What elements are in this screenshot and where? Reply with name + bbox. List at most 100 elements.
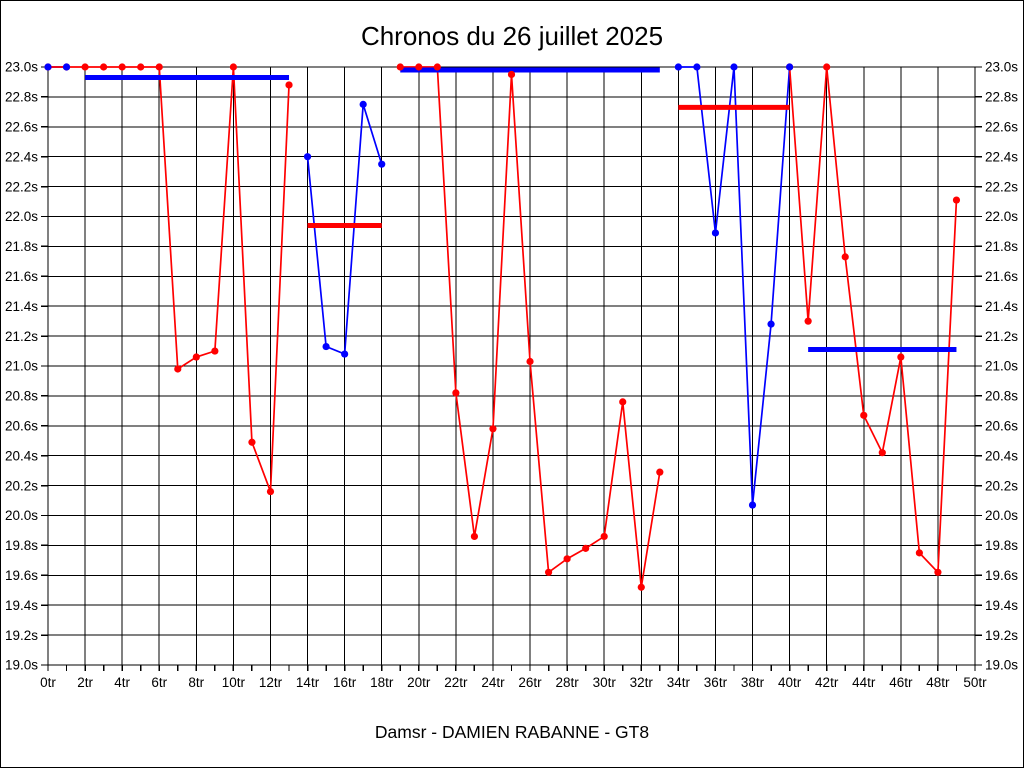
y-axis-tick-label-right: 23.0s <box>985 60 1018 75</box>
x-axis-tick-label: 26tr <box>518 675 542 690</box>
y-axis-tick-label-right: 21.4s <box>985 299 1018 314</box>
red-driver-laps-lap-marker <box>81 63 89 71</box>
x-axis-tick-label: 50tr <box>963 675 987 690</box>
blue-driver-laps-lap-marker <box>748 501 757 509</box>
x-axis-tick-label: 0tr <box>40 675 56 690</box>
x-axis-tick-label: 8tr <box>188 675 204 690</box>
y-axis-tick-label-left: 21.6s <box>5 269 38 284</box>
red-driver-laps-lap-marker <box>100 63 108 71</box>
red-driver-laps-lap-marker <box>563 555 571 563</box>
red-driver-laps-lap-marker <box>229 63 237 71</box>
red-driver-laps-lap-marker <box>452 389 460 397</box>
x-axis-tick-label: 18tr <box>370 675 394 690</box>
y-axis-tick-label-left: 22.8s <box>5 90 38 105</box>
x-axis-tick-label: 42tr <box>815 675 839 690</box>
y-axis-tick-label-right: 20.8s <box>985 389 1018 404</box>
y-axis-tick-label-left: 19.0s <box>5 658 38 673</box>
y-axis-tick-label-right: 19.0s <box>985 658 1018 673</box>
red-driver-laps-lap-marker <box>619 398 627 406</box>
x-axis-tick-label: 28tr <box>555 675 579 690</box>
red-driver-laps-lap-marker <box>192 353 200 361</box>
y-axis-tick-label-right: 21.8s <box>985 239 1018 254</box>
x-axis-tick-label: 24tr <box>481 675 505 690</box>
blue-driver-laps-lap-marker <box>674 63 682 71</box>
x-axis-tick-label: 10tr <box>222 675 246 690</box>
x-axis-tick-label: 6tr <box>151 675 167 690</box>
x-axis-tick-label: 32tr <box>630 675 654 690</box>
y-axis-tick-label-right: 22.6s <box>985 120 1018 135</box>
red-driver-laps-lap-marker <box>174 365 182 373</box>
red-driver-laps-lap-marker <box>155 63 163 71</box>
y-axis-tick-label-left: 22.6s <box>5 120 38 135</box>
y-axis-tick-label-left: 22.0s <box>5 209 38 224</box>
y-axis-tick-label-left: 19.8s <box>5 538 38 553</box>
y-axis-tick-label-left: 19.2s <box>5 628 38 643</box>
y-axis-tick-label-right: 21.6s <box>985 269 1018 284</box>
y-axis-tick-label-left: 21.0s <box>5 359 38 374</box>
x-axis-tick-label: 12tr <box>259 675 283 690</box>
y-axis-tick-label-left: 22.4s <box>5 149 38 164</box>
y-axis-tick-label-left: 20.2s <box>5 478 38 493</box>
y-axis-tick-label-right: 22.4s <box>985 149 1018 164</box>
y-axis-tick-label-left: 20.8s <box>5 389 38 404</box>
y-axis-tick-label-right: 22.8s <box>985 90 1018 105</box>
red-driver-laps-lap-marker <box>804 317 812 325</box>
x-axis-tick-label: 44tr <box>852 675 876 690</box>
y-axis-tick-label-right: 19.6s <box>985 568 1018 583</box>
red-driver-laps-lap-marker <box>582 544 590 552</box>
blue-driver-laps-lap-marker <box>62 63 71 71</box>
red-driver-laps-lap-marker <box>915 549 923 557</box>
red-driver-laps-lap-marker <box>934 568 942 576</box>
red-driver-laps-lap-marker <box>248 438 256 446</box>
blue-driver-laps-lap-marker <box>730 63 738 71</box>
chart-title: Chronos du 26 juillet 2025 <box>361 21 663 51</box>
chart-subtitle: Damsr - DAMIEN RABANNE - GT8 <box>375 722 649 742</box>
y-axis-tick-label-left: 20.4s <box>5 448 38 463</box>
y-axis-tick-label-right: 21.2s <box>985 329 1018 344</box>
red-driver-laps-lap-marker <box>285 81 293 89</box>
x-axis-tick-label: 16tr <box>333 675 357 690</box>
red-driver-laps-lap-marker <box>433 63 441 71</box>
red-driver-laps-lap-marker <box>489 425 497 433</box>
red-driver-laps-lap-marker <box>600 532 608 541</box>
red-driver-laps-lap-marker <box>396 63 404 71</box>
blue-driver-laps-lap-marker <box>767 320 775 328</box>
red-driver-laps-lap-marker <box>211 347 219 355</box>
red-driver-laps-lap-marker <box>637 583 645 591</box>
y-axis-tick-label-right: 22.2s <box>985 179 1018 194</box>
blue-driver-laps-lap-marker <box>693 63 701 71</box>
x-axis-tick-label: 14tr <box>296 675 320 690</box>
y-axis-tick-label-left: 21.8s <box>5 239 38 254</box>
x-axis-tick-label: 38tr <box>741 675 765 690</box>
red-driver-laps-lap-marker <box>507 70 516 79</box>
y-axis-tick-label-right: 20.0s <box>985 508 1018 523</box>
y-axis-tick-label-right: 21.0s <box>985 359 1018 374</box>
y-axis-tick-label-right: 20.2s <box>985 478 1018 493</box>
red-driver-laps-lap-marker <box>266 487 275 496</box>
plot-area: 23.0s 23.0s 22.8s 22.8s 22.6s 22.6s 22.4s 22.4s… <box>5 60 1018 690</box>
x-axis-tick-label: 46tr <box>889 675 913 690</box>
red-driver-laps-lap-marker <box>841 253 849 261</box>
red-driver-laps-lap-marker <box>860 411 868 419</box>
x-axis-tick-label: 20tr <box>407 675 431 690</box>
x-axis-tick-label: 48tr <box>926 675 950 690</box>
blue-driver-laps-lap-marker <box>378 160 386 168</box>
y-axis-tick-label-left: 20.0s <box>5 508 38 523</box>
x-axis-tick-label: 30tr <box>593 675 617 690</box>
red-driver-laps-lap-marker <box>137 63 145 71</box>
red-driver-laps-lap-marker <box>544 568 553 576</box>
y-axis-tick-label-right: 22.0s <box>985 209 1018 224</box>
y-axis-tick-label-right: 20.4s <box>985 448 1018 463</box>
red-driver-laps-stint-line <box>788 66 958 575</box>
y-axis-tick-label-left: 19.6s <box>5 568 38 583</box>
blue-driver-laps-lap-marker <box>303 153 312 161</box>
y-axis-tick-label-left: 21.2s <box>5 329 38 344</box>
plot-border <box>47 66 976 666</box>
red-driver-laps-lap-marker <box>526 357 534 366</box>
red-driver-laps-lap-marker <box>952 196 961 204</box>
y-axis-tick-label-left: 21.4s <box>5 299 38 314</box>
y-axis-tick-label-right: 20.6s <box>985 419 1018 434</box>
red-driver-laps-lap-marker <box>656 468 664 476</box>
